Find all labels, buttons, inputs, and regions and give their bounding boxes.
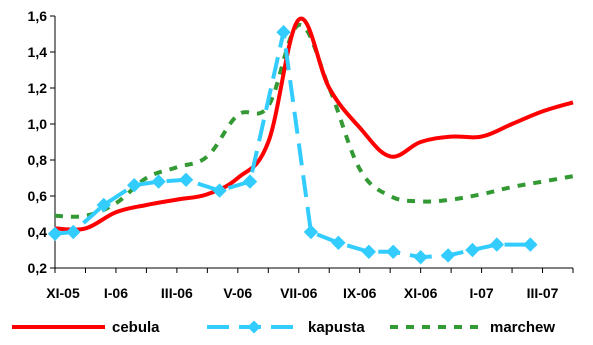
data-point-kapusta — [127, 177, 142, 193]
series-line-kapusta — [54, 30, 531, 260]
data-point-kapusta — [303, 224, 319, 240]
y-tick-label: 1,2 — [28, 80, 48, 96]
series-line-cebula — [54, 16, 574, 232]
axes: 0,2 0,4 0,6 0,8 1,0 1,2 1,4 1,6 XI-05 I-06 III-06 V… — [28, 8, 574, 301]
data-point-kapusta — [489, 237, 505, 252]
series-layer — [47, 16, 574, 265]
data-point-kapusta — [242, 174, 258, 189]
data-point-kapusta — [47, 226, 63, 242]
data-point-kapusta — [276, 24, 291, 40]
data-point-kapusta — [66, 224, 81, 240]
legend: cebula kapusta marchew — [12, 319, 555, 336]
y-tick-label: 0,8 — [28, 152, 48, 168]
data-point-kapusta — [331, 235, 346, 251]
x-tick-label: VII-06 — [280, 285, 318, 301]
data-point-kapusta — [523, 237, 538, 252]
data-point-kapusta — [361, 244, 377, 260]
data-point-kapusta — [212, 183, 227, 198]
x-tick-label: IX-06 — [343, 285, 377, 301]
data-point-kapusta — [96, 197, 111, 213]
x-tick-label: XI-05 — [46, 285, 80, 301]
legend-label-marchew: marchew — [490, 319, 555, 336]
x-tick-label: V-06 — [223, 285, 252, 301]
y-tick-label: 0,4 — [28, 224, 48, 240]
legend-label-cebula: cebula — [112, 319, 160, 336]
y-tick-label: 1,0 — [28, 116, 48, 132]
x-tick-label: III-07 — [527, 285, 559, 301]
x-tick-label: XI-06 — [404, 285, 438, 301]
x-tick-label: III-06 — [161, 285, 193, 301]
legend-label-kapusta: kapusta — [308, 319, 365, 336]
data-point-kapusta — [178, 172, 194, 188]
data-point-kapusta — [386, 244, 401, 260]
data-point-kapusta — [151, 174, 166, 189]
data-point-kapusta — [413, 249, 428, 265]
x-tick-label: I-07 — [470, 285, 494, 301]
legend-marker-kapusta — [247, 320, 261, 334]
x-tick-label: I-06 — [104, 285, 128, 301]
y-tick-label: 1,4 — [28, 44, 48, 60]
data-point-kapusta — [440, 248, 456, 263]
y-tick-label: 0,2 — [28, 260, 48, 276]
y-tick-label: 0,6 — [28, 188, 48, 204]
y-tick-label: 1,6 — [28, 8, 48, 24]
data-point-kapusta — [465, 242, 480, 258]
